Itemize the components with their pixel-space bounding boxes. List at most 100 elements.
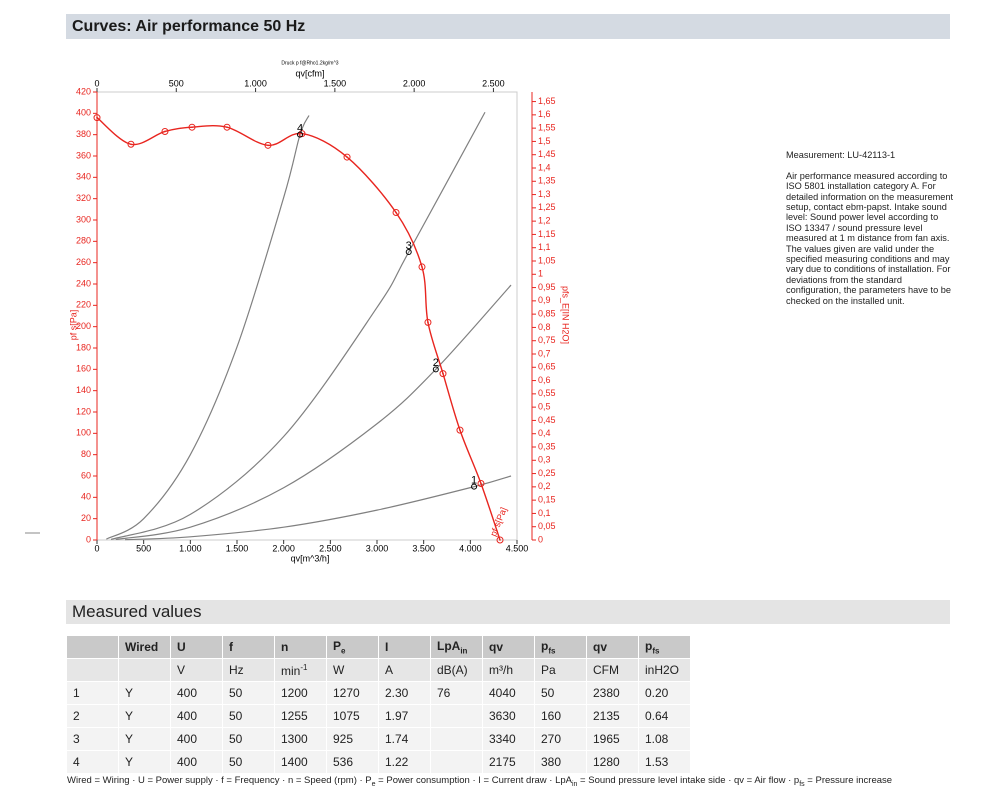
- operating-point: [471, 483, 478, 490]
- x-tick-label: 4.500: [506, 543, 529, 553]
- cell-sup: -1: [300, 662, 308, 672]
- chart-subtitle: Druck p f@Rho1.2kg/m^3: [281, 60, 338, 66]
- y2-tick-label: 1,55: [538, 123, 556, 133]
- y-tick-label: 140: [76, 385, 91, 395]
- y-tick-label: 120: [76, 406, 91, 416]
- table-cell: 0.20: [638, 681, 691, 705]
- marker-dot: [346, 156, 348, 158]
- footnote-sub: e: [371, 780, 376, 788]
- table-cell: 1965: [586, 727, 639, 751]
- operating-point-label: 1: [471, 475, 477, 487]
- table-cell: 1075: [326, 704, 379, 728]
- table-cell: 1.22: [378, 750, 431, 774]
- footnote-text: Wired = Wiring · U = Power supply · f = …: [67, 775, 372, 786]
- table-cell: 3340: [482, 727, 535, 751]
- plot-frame: [96, 91, 518, 541]
- table-cell: Y: [118, 704, 171, 728]
- table-cell: V: [170, 658, 223, 682]
- x-tick-label: 2.500: [319, 543, 342, 553]
- x2-axis-label: qv[cfm]: [295, 68, 324, 78]
- marker: [418, 263, 426, 271]
- marker-dot: [130, 143, 132, 146]
- table-cell: 50: [222, 681, 275, 705]
- x-tick-label: 1.000: [179, 543, 202, 553]
- marker: [93, 114, 101, 122]
- table-cell: I: [378, 636, 431, 659]
- y2-tick-label: 1,45: [538, 149, 556, 159]
- footnote-text: = Sound pressure level intake side · qv …: [577, 775, 800, 786]
- y2-tick-label: 0,3: [538, 455, 551, 465]
- y-tick-label: 80: [81, 449, 91, 459]
- table-cell: 400: [170, 727, 223, 751]
- table-cell: 1.74: [378, 727, 431, 751]
- table-cell: 1300: [274, 727, 327, 751]
- y-tick-label: 60: [81, 470, 91, 480]
- notes: Measurement: LU-42113-1 Air performance m…: [786, 150, 954, 306]
- marker: [223, 123, 231, 131]
- y-tick-label: 200: [76, 321, 91, 331]
- x-tick-label: 3.500: [412, 543, 435, 553]
- measurement: Measurement: LU-42113-1: [786, 150, 896, 160]
- operating-point: [432, 366, 439, 373]
- table-cell: 536: [326, 750, 379, 774]
- table-cell: [67, 636, 119, 659]
- table-cell: 50: [222, 750, 275, 774]
- x2-tick-label: 2.000: [403, 78, 426, 88]
- operating-point-label: 3: [406, 240, 412, 252]
- x-tick-label: 500: [136, 543, 151, 553]
- table-cell: 50: [222, 727, 275, 751]
- table-cell: qv: [586, 636, 639, 659]
- table-cell: W: [326, 658, 379, 682]
- y2-tick-label: 1,1: [538, 242, 551, 252]
- y2-tick-label: 0,7: [538, 348, 551, 358]
- y2-tick-label: 0,65: [538, 362, 556, 372]
- cell-sub: e: [341, 646, 346, 656]
- table-cell: A: [378, 658, 431, 682]
- table-row: 1 Y 400 50 1200 1270 2.30 76 4040 50 2380 0.20: [67, 681, 691, 705]
- y2-axis-label: pfs_E[IN H2O]: [561, 286, 571, 344]
- marker: [496, 536, 504, 544]
- table-cell: 925: [326, 727, 379, 751]
- table-cell: [118, 658, 171, 682]
- y2-tick-label: 0,2: [538, 481, 551, 491]
- marker: [439, 370, 447, 378]
- marker-dot: [427, 321, 429, 324]
- y-axis-label: pf s[Pa]: [68, 310, 78, 341]
- table-cell: inH2O: [638, 658, 691, 682]
- table-cell: 2: [67, 704, 119, 728]
- y-tick-label: 20: [81, 513, 91, 523]
- table-cell: 1270: [326, 681, 379, 705]
- table-cell: 4040: [482, 681, 535, 705]
- cell-text: p: [541, 638, 549, 653]
- y2-tick-label: 0,9: [538, 295, 551, 305]
- table-cell: 50: [534, 681, 587, 705]
- x-tick-label: 4.000: [459, 543, 482, 553]
- footnote-text: = Pressure increase: [804, 775, 893, 786]
- table-title: Measured values: [66, 600, 950, 624]
- y-tick-label: 40: [81, 492, 91, 502]
- y2-tick-label: 1,05: [538, 255, 556, 265]
- marker: [424, 318, 432, 326]
- y-tick-label: 300: [76, 214, 91, 224]
- y2-tick-label: 0,5: [538, 402, 551, 412]
- x-tick-label: 2.000: [272, 543, 295, 553]
- marker-dot: [226, 126, 228, 128]
- table-cell: 1: [67, 681, 119, 705]
- curve: [124, 475, 512, 541]
- marker: [264, 141, 272, 149]
- x-tick-label: 0: [94, 543, 99, 553]
- y2-tick-label: 0,8: [538, 322, 551, 332]
- table-cell: dB(A): [430, 658, 483, 682]
- table-cell: 1.53: [638, 750, 691, 774]
- y2-tick-label: 1,3: [538, 189, 551, 199]
- x2-tick-label: 1.500: [324, 78, 347, 88]
- y-tick-label: 180: [76, 342, 91, 352]
- y2-tick-label: 0: [538, 534, 543, 544]
- y-tick-label: 420: [76, 86, 91, 96]
- x2-tick-label: 0: [94, 78, 99, 88]
- y-tick-label: 340: [76, 172, 91, 182]
- marker: [161, 127, 169, 135]
- table-cell: Wired: [118, 636, 171, 659]
- y-tick-label: 380: [76, 129, 91, 139]
